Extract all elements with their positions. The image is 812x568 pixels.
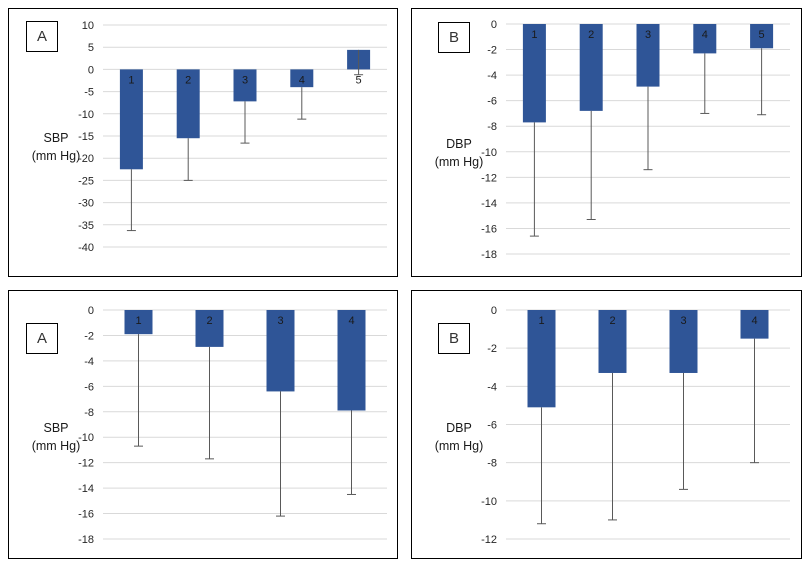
- svg-text:3: 3: [242, 74, 248, 86]
- y-axis-title: DBP (mm Hg): [412, 135, 506, 171]
- svg-text:-6: -6: [487, 96, 497, 108]
- y-axis-title-line1: DBP: [446, 137, 472, 151]
- svg-text:3: 3: [680, 315, 686, 327]
- svg-text:2: 2: [206, 315, 212, 327]
- svg-text:2: 2: [185, 74, 191, 86]
- svg-text:-12: -12: [78, 458, 94, 470]
- bar-chart-svg: 0 -2 -4 -6 -8 -10 -12 1 2 3 4: [481, 305, 790, 546]
- y-axis-title: SBP (mm Hg): [9, 419, 103, 455]
- svg-text:2: 2: [588, 29, 594, 41]
- svg-text:-10: -10: [481, 147, 497, 159]
- svg-text:3: 3: [277, 315, 283, 327]
- y-axis-title: SBP (mm Hg): [9, 129, 103, 165]
- y-axis-title-line2: (mm Hg): [434, 439, 484, 453]
- svg-text:10: 10: [82, 20, 94, 32]
- svg-text:4: 4: [299, 74, 305, 86]
- panel-letter-box: A: [26, 21, 58, 52]
- chart-panel-bottom-right-dbp-b: B DBP (mm Hg) 0 -2 -4 -6 -8 -10 -12 1 2 3 4: [411, 290, 802, 559]
- svg-text:-14: -14: [481, 198, 497, 210]
- y-axis-title-line2: (mm Hg): [434, 155, 484, 169]
- y-axis-title: DBP (mm Hg): [412, 419, 506, 455]
- svg-text:5: 5: [759, 29, 765, 41]
- svg-text:0: 0: [491, 305, 497, 317]
- bar-chart-svg: 0 -2 -4 -6 -8 -10 -12 -14 -16 -18 1 2 3 4 5: [481, 19, 790, 261]
- svg-text:0: 0: [88, 64, 94, 76]
- svg-text:-6: -6: [487, 420, 497, 432]
- svg-text:-2: -2: [84, 330, 94, 342]
- bar-chart-svg: 0 -2 -4 -6 -8 -10 -12 -14 -16 -18 1 2 3 4: [78, 305, 387, 546]
- svg-text:-35: -35: [78, 220, 94, 232]
- svg-text:1: 1: [135, 315, 141, 327]
- svg-text:-18: -18: [78, 534, 94, 546]
- svg-text:-12: -12: [481, 172, 497, 184]
- svg-text:-8: -8: [487, 458, 497, 470]
- svg-text:-10: -10: [78, 432, 94, 444]
- svg-text:-30: -30: [78, 198, 94, 210]
- svg-text:0: 0: [491, 19, 497, 31]
- panel-letter-box: B: [438, 22, 470, 53]
- svg-text:1: 1: [538, 315, 544, 327]
- svg-text:1: 1: [128, 74, 134, 86]
- y-axis-title-line1: SBP: [43, 131, 69, 145]
- svg-text:-16: -16: [78, 509, 94, 521]
- y-axis-title-line2: (mm Hg): [31, 439, 81, 453]
- svg-text:5: 5: [356, 74, 362, 86]
- svg-text:2: 2: [609, 315, 615, 327]
- svg-text:-6: -6: [84, 381, 94, 393]
- chart-panel-top-right-dbp-b: B DBP (mm Hg) 0 -2 -4 -6 -8 -10 -12 -14 -16 -18 1 2…: [411, 8, 802, 277]
- svg-text:-5: -5: [84, 87, 94, 99]
- svg-text:1: 1: [531, 29, 537, 41]
- svg-text:-2: -2: [487, 343, 497, 355]
- panel-letter-box: A: [26, 323, 58, 354]
- svg-text:-4: -4: [84, 356, 94, 368]
- svg-text:-8: -8: [487, 121, 497, 133]
- svg-text:-14: -14: [78, 483, 94, 495]
- svg-text:-10: -10: [78, 109, 94, 121]
- svg-text:-2: -2: [487, 45, 497, 57]
- y-axis-title-line1: SBP: [43, 421, 69, 435]
- svg-text:-8: -8: [84, 407, 94, 419]
- svg-text:-4: -4: [487, 70, 497, 82]
- svg-text:-20: -20: [78, 153, 94, 165]
- svg-text:-4: -4: [487, 381, 497, 393]
- svg-text:-12: -12: [481, 534, 497, 546]
- svg-text:-25: -25: [78, 175, 94, 187]
- svg-text:-18: -18: [481, 249, 497, 261]
- panel-letter-box: B: [438, 323, 470, 354]
- y-axis-title-line2: (mm Hg): [31, 149, 81, 163]
- svg-text:3: 3: [645, 29, 651, 41]
- bar-chart-svg: 10 5 0 -5 -10 -15 -20 -25 -30 -35 -40 1 2 3 4 5: [78, 20, 387, 254]
- svg-text:0: 0: [88, 305, 94, 317]
- svg-text:-16: -16: [481, 223, 497, 235]
- chart-panel-top-left-sbp-a: A SBP (mm Hg) 10 5 0 -5 -10 -15 -20 -25 -30 -35 -4…: [8, 8, 398, 277]
- svg-text:4: 4: [702, 29, 708, 41]
- y-axis-title-line1: DBP: [446, 421, 472, 435]
- svg-text:5: 5: [88, 42, 94, 54]
- svg-text:-40: -40: [78, 242, 94, 254]
- svg-text:-10: -10: [481, 496, 497, 508]
- chart-panel-bottom-left-sbp-a: A SBP (mm Hg) 0 -2 -4 -6 -8 -10 -12 -14 -16 -18 1 2…: [8, 290, 398, 559]
- svg-text:-15: -15: [78, 131, 94, 143]
- svg-text:4: 4: [751, 315, 757, 327]
- svg-text:4: 4: [348, 315, 354, 327]
